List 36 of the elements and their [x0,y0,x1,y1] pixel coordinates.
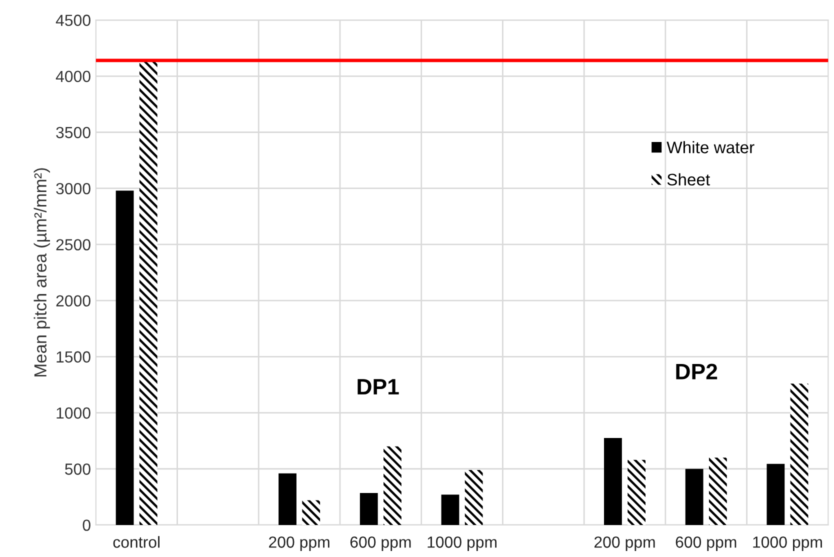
y-tick-label: 4500 [56,14,90,26]
y-tick-label: 1500 [56,351,90,363]
x-tick-label: control [113,536,160,548]
bar [360,492,378,525]
y-tick-label: 1000 [56,407,90,419]
x-tick-label: 600 ppm [350,536,411,551]
bar [685,468,704,525]
y-tick-label: 0 [82,520,90,531]
y-tick-label: 3500 [56,126,90,138]
bar [464,470,483,525]
annotation: DP1 [358,379,399,394]
y-tick-label: 3000 [56,182,90,194]
bar [766,464,785,525]
bar [441,494,460,525]
bar [628,460,646,525]
y-tick-label: 4000 [56,70,90,82]
bar [384,446,402,525]
bar [604,438,622,525]
bar [116,190,134,525]
legend-label: Sheet [667,173,710,186]
annotation: DP2 [676,364,718,380]
bar [790,384,808,525]
bar [302,500,320,525]
x-tick-label: 200 ppm [269,536,330,551]
x-tick-label: 600 ppm [676,536,736,551]
bar [278,473,296,525]
x-tick-label: 1000 ppm [428,536,497,551]
legend-label: White water [666,141,754,154]
x-tick-label: 200 ppm [594,536,655,551]
y-tick-label: 2000 [56,295,90,307]
y-tick-label: 500 [65,464,90,475]
x-tick-label: 1000 ppm [753,536,822,551]
bar [139,62,158,525]
bar [708,458,727,525]
y-tick-label: 2500 [56,239,90,250]
y-axis-title: Mean pitch area (µm²/mm²) [34,168,50,376]
